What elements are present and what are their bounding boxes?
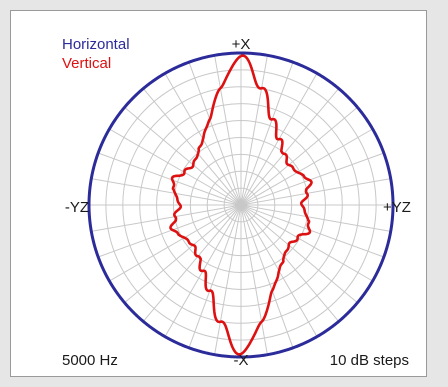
grid-spoke xyxy=(109,204,242,282)
grid-spoke xyxy=(240,204,391,232)
grid-spoke xyxy=(240,61,294,206)
series-horizontal xyxy=(87,51,395,359)
grid-spoke xyxy=(142,204,242,322)
grid-spoke xyxy=(142,88,242,206)
direction-right-label: +YZ xyxy=(383,199,411,216)
grid-spoke xyxy=(240,204,385,258)
legend-horizontal: Horizontal xyxy=(62,36,130,53)
grid-spoke xyxy=(240,204,373,282)
polar-grid xyxy=(88,52,394,358)
series-layer xyxy=(87,51,395,359)
grid-spoke xyxy=(240,204,340,322)
labels-layer: Horizontal Vertical +X -X -YZ +YZ 5000 H… xyxy=(62,36,411,369)
grid-spoke xyxy=(97,204,242,258)
grid-spoke xyxy=(91,204,242,232)
grid-spoke xyxy=(214,55,242,206)
series-vertical xyxy=(169,54,313,356)
step-label: 10 dB steps xyxy=(330,352,409,369)
grid-spoke xyxy=(240,106,358,206)
polar-chart: Horizontal Vertical +X -X -YZ +YZ 5000 H… xyxy=(62,36,411,369)
grid-spoke xyxy=(240,204,294,349)
direction-bottom-label: -X xyxy=(234,352,249,369)
grid-spoke xyxy=(124,106,242,206)
grid-spoke xyxy=(240,128,373,206)
grid-spoke xyxy=(214,204,242,355)
legend-vertical: Vertical xyxy=(62,55,111,72)
grid-spoke xyxy=(240,204,268,355)
grid-spoke xyxy=(240,55,268,206)
chart-frame: Horizontal Vertical +X -X -YZ +YZ 5000 H… xyxy=(10,10,427,377)
grid-spoke xyxy=(240,204,358,304)
grid-spoke xyxy=(240,88,340,206)
grid-spoke xyxy=(188,61,242,206)
frequency-label: 5000 Hz xyxy=(62,352,118,369)
grid-spoke xyxy=(240,152,385,206)
grid-spoke xyxy=(91,178,242,206)
direction-top-label: +X xyxy=(232,36,251,53)
direction-left-label: -YZ xyxy=(65,199,89,216)
grid-spoke xyxy=(124,204,242,304)
grid-spoke xyxy=(188,204,242,349)
grid-spoke xyxy=(109,128,242,206)
grid-spoke xyxy=(97,152,242,206)
grid-spoke xyxy=(240,178,391,206)
